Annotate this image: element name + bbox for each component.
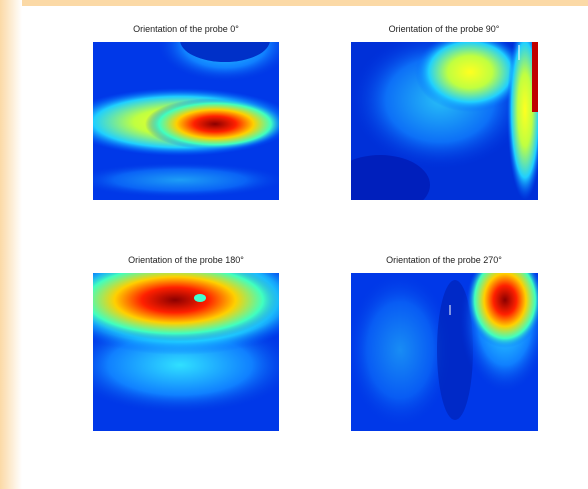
figure: Orientation of the probe 0° Orientation … bbox=[0, 0, 588, 489]
panel-title: Orientation of the probe 270° bbox=[386, 255, 502, 265]
left-border bbox=[0, 0, 22, 489]
panel-title: Orientation of the probe 0° bbox=[133, 24, 239, 34]
panel-title: Orientation of the probe 90° bbox=[389, 24, 500, 34]
top-border bbox=[0, 0, 588, 6]
heatmap bbox=[330, 20, 543, 215]
panel-title: Orientation of the probe 180° bbox=[128, 255, 244, 265]
